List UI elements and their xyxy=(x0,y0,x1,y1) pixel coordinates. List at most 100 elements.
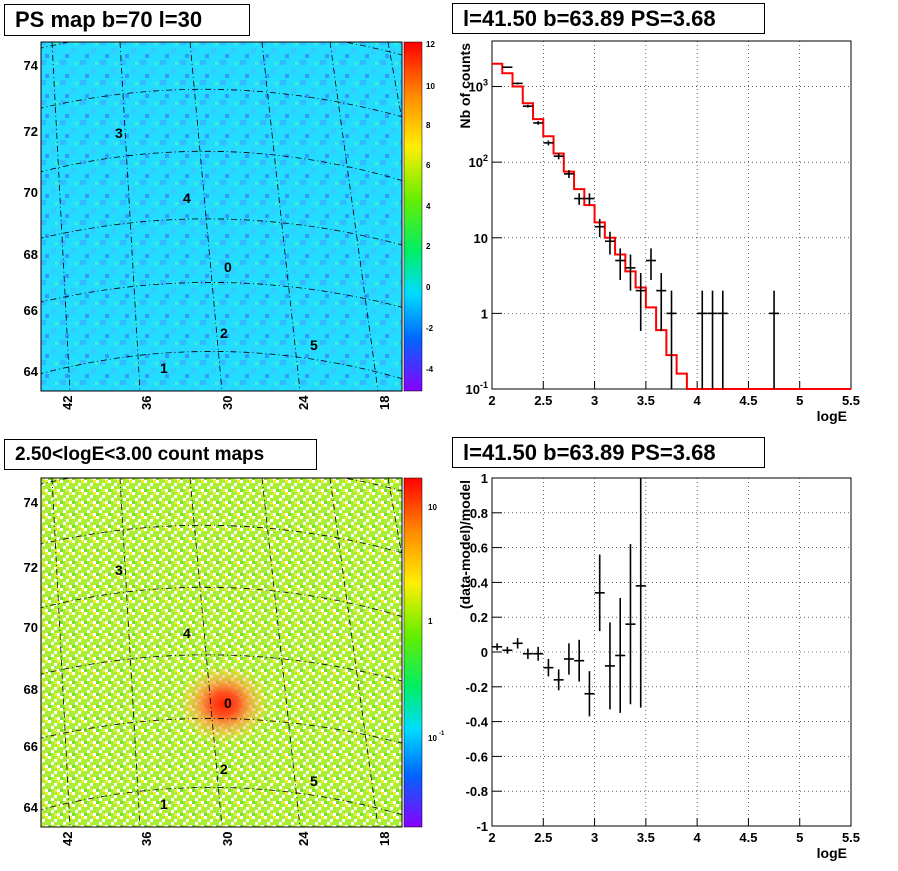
count-map-image xyxy=(41,478,402,827)
source-label: 0 xyxy=(224,695,232,711)
ps-map-panel: 3 4 0 2 5 1 64 66 68 70 72 74 42 36 30 2… xyxy=(24,40,436,410)
source-label: 4 xyxy=(183,625,191,641)
y-tick-label: 70 xyxy=(24,185,38,200)
x-tick-label: 4.5 xyxy=(739,830,757,845)
colorbar-tick-label: 10 xyxy=(428,503,437,512)
source-label: 3 xyxy=(115,562,123,578)
x-tick-label: 4.5 xyxy=(739,393,757,408)
source-label: 5 xyxy=(310,773,318,789)
y-tick-label: 1 xyxy=(481,306,488,321)
x-tick-label: 5 xyxy=(796,393,803,408)
colorbar-tick-label: -1 xyxy=(439,731,445,737)
source-label: 0 xyxy=(224,259,232,275)
count-map-grid xyxy=(41,478,402,827)
y-tick-label: 10-1 xyxy=(466,380,488,397)
y-tick-label: 70 xyxy=(24,620,38,635)
source-label: 1 xyxy=(160,360,168,376)
colorbar-tick-label: -4 xyxy=(426,365,434,374)
x-tick-label: 18 xyxy=(377,832,392,846)
y-tick-label: 68 xyxy=(24,682,38,697)
y-tick-label: 66 xyxy=(24,303,38,318)
y-tick-label: -0.8 xyxy=(466,784,488,799)
source-label: 1 xyxy=(160,796,168,812)
y-tick-label: -0.2 xyxy=(466,680,488,695)
source-label: 5 xyxy=(310,337,318,353)
y-tick-label: 66 xyxy=(24,739,38,754)
plot-area xyxy=(492,478,851,826)
ps-map-grid xyxy=(41,42,402,391)
x-tick-label: 42 xyxy=(60,396,75,410)
count-map-panel: 3 4 0 2 5 1 64 66 68 70 72 74 42 36 30 2… xyxy=(24,477,445,846)
ps-colorbar xyxy=(403,41,423,392)
y-tick-label: 10 xyxy=(474,231,488,246)
x-tick-label: 2.5 xyxy=(534,830,552,845)
source-label: 2 xyxy=(220,325,228,341)
colorbar-tick-label: 0 xyxy=(426,283,431,292)
count-colorbar xyxy=(403,477,423,828)
count-map-title: 2.50<logE<3.00 count maps xyxy=(4,439,317,470)
y-tick-label: -0.6 xyxy=(466,749,488,764)
y-tick-label: 0.4 xyxy=(470,575,489,590)
y-tick-label: 64 xyxy=(24,364,39,379)
x-tick-label: 3 xyxy=(591,830,598,845)
x-tick-label: 18 xyxy=(377,396,392,410)
colorbar-tick-label: -2 xyxy=(426,324,434,333)
y-tick-label: 0.2 xyxy=(470,610,488,625)
count-source-labels: 3 4 0 2 5 1 xyxy=(115,562,318,812)
ps-map-title: PS map b=70 l=30 xyxy=(4,4,250,36)
y-tick-label: 102 xyxy=(469,153,488,170)
colorbar-tick-label: 10 xyxy=(426,82,435,91)
y-tick-label: 64 xyxy=(24,800,39,815)
count-x-ticks: 42 36 30 24 18 xyxy=(60,831,392,846)
x-tick-label: 36 xyxy=(139,832,154,846)
spectrum-title: l=41.50 b=63.89 PS=3.68 xyxy=(452,3,765,34)
x-tick-label: 30 xyxy=(220,396,235,410)
ps-map-image xyxy=(41,42,402,391)
x-tick-label: 5.5 xyxy=(842,393,860,408)
colorbar-tick-label: 12 xyxy=(426,40,435,49)
y-axis-label: Nb of counts xyxy=(457,43,473,129)
residual-title: l=41.50 b=63.89 PS=3.68 xyxy=(452,437,765,468)
x-axis-label: logE xyxy=(817,845,847,861)
x-tick-label: 24 xyxy=(296,831,311,846)
x-tick-label: 42 xyxy=(60,832,75,846)
x-tick-label: 2 xyxy=(488,830,495,845)
y-tick-label: 72 xyxy=(24,124,38,139)
residual-plot: 2 2.5 3 3.5 4 4.5 5 5.5 -1 -0.8 -0.6 -0.4 -0.2 0 0.2 0.… xyxy=(457,471,860,861)
y-tick-label: 68 xyxy=(24,247,38,262)
x-tick-label: 4 xyxy=(694,830,702,845)
x-tick-label: 2.5 xyxy=(534,393,552,408)
x-axis-label: logE xyxy=(817,408,847,424)
ps-x-ticks: 42 36 30 24 18 xyxy=(60,395,392,410)
x-tick-label: 3.5 xyxy=(637,393,655,408)
y-tick-label: 74 xyxy=(24,495,39,510)
count-colorbar-ticks: 10 1 10 -1 xyxy=(428,503,445,743)
y-tick-label: -1 xyxy=(476,819,488,834)
colorbar-tick-label: 10 xyxy=(428,734,437,743)
y-axis-label: (data-model)/model xyxy=(457,480,473,609)
y-tick-label: 0 xyxy=(481,645,488,660)
colorbar-tick-label: 8 xyxy=(426,121,431,130)
x-tick-label: 36 xyxy=(139,396,154,410)
x-tick-label: 5.5 xyxy=(842,830,860,845)
colorbar-tick-label: 1 xyxy=(428,617,433,626)
y-tick-label: 74 xyxy=(24,58,39,73)
model-histogram xyxy=(492,62,851,390)
x-tick-label: 4 xyxy=(694,393,702,408)
ps-source-labels: 3 4 0 2 5 1 xyxy=(115,125,318,376)
y-tick-label: -0.4 xyxy=(466,715,489,730)
colorbar-tick-label: 4 xyxy=(426,202,431,211)
ps-colorbar-ticks: 12 10 8 6 4 2 0 -2 -4 xyxy=(426,40,435,374)
y-tick-label: 1 xyxy=(481,471,488,486)
y-tick-label: 0.8 xyxy=(470,506,488,521)
y-tick-label: 0.6 xyxy=(470,541,488,556)
source-label: 4 xyxy=(183,190,191,206)
source-label: 2 xyxy=(220,761,228,777)
count-map-hotspot xyxy=(178,664,270,744)
x-tick-label: 30 xyxy=(220,832,235,846)
y-tick-label: 72 xyxy=(24,560,38,575)
colorbar-tick-label: 2 xyxy=(426,242,431,251)
x-tick-label: 24 xyxy=(296,395,311,410)
count-y-ticks: 64 66 68 70 72 74 xyxy=(24,495,39,815)
